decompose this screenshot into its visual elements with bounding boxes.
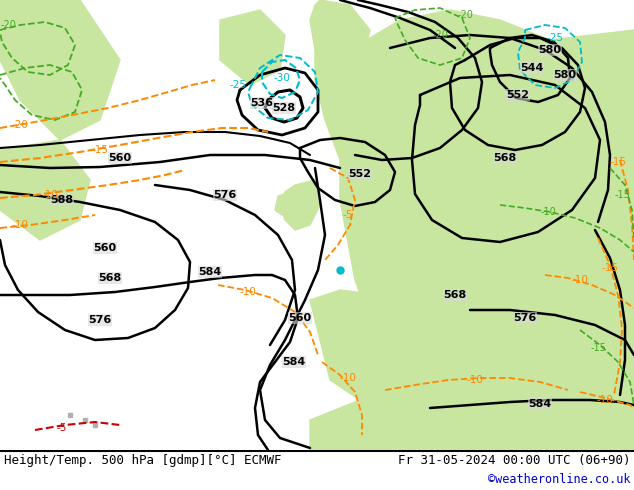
- Text: -10: -10: [540, 207, 556, 217]
- Polygon shape: [0, 450, 634, 490]
- Text: 576: 576: [214, 190, 236, 200]
- Text: -30: -30: [273, 73, 290, 83]
- Text: 584: 584: [198, 267, 222, 277]
- Text: 584: 584: [282, 357, 306, 367]
- Polygon shape: [280, 180, 320, 230]
- Text: -20: -20: [457, 10, 473, 20]
- Text: ©weatheronline.co.uk: ©weatheronline.co.uk: [488, 473, 630, 486]
- Text: -15: -15: [614, 190, 630, 200]
- Polygon shape: [310, 290, 634, 450]
- Text: 536: 536: [250, 98, 273, 108]
- Text: -25: -25: [547, 33, 564, 43]
- Text: 568: 568: [493, 153, 517, 163]
- Text: Height/Temp. 500 hPa [gdmp][°C] ECMWF: Height/Temp. 500 hPa [gdmp][°C] ECMWF: [4, 454, 281, 467]
- Text: -10: -10: [467, 375, 484, 385]
- Text: -10: -10: [597, 395, 614, 405]
- Text: 552: 552: [349, 169, 372, 179]
- Polygon shape: [315, 30, 385, 170]
- Text: 580: 580: [538, 45, 562, 55]
- Text: 584: 584: [528, 399, 552, 409]
- Text: Fr 31-05-2024 00:00 UTC (06+90): Fr 31-05-2024 00:00 UTC (06+90): [398, 454, 630, 467]
- Polygon shape: [340, 10, 634, 450]
- Text: -5: -5: [343, 210, 353, 220]
- Text: -5: -5: [57, 423, 67, 433]
- Text: 528: 528: [273, 103, 295, 113]
- Text: 580: 580: [553, 70, 576, 80]
- Text: -15: -15: [609, 157, 626, 167]
- Text: -10: -10: [340, 373, 356, 383]
- Text: 552: 552: [507, 90, 529, 100]
- Text: -10: -10: [11, 220, 29, 230]
- Text: 560: 560: [93, 243, 117, 253]
- Text: 560: 560: [288, 313, 311, 323]
- Polygon shape: [0, 0, 120, 140]
- Polygon shape: [220, 10, 285, 85]
- Polygon shape: [0, 140, 90, 240]
- Text: -15: -15: [590, 343, 606, 353]
- Text: -15: -15: [91, 145, 108, 155]
- Text: 576: 576: [88, 315, 112, 325]
- Text: 588: 588: [51, 195, 74, 205]
- Text: 576: 576: [514, 313, 536, 323]
- Text: 568: 568: [98, 273, 122, 283]
- Polygon shape: [310, 0, 370, 100]
- Text: -20: -20: [432, 30, 448, 40]
- Text: -10: -10: [240, 287, 256, 297]
- Text: -10: -10: [572, 275, 588, 285]
- Text: -10: -10: [42, 190, 58, 200]
- Text: 560: 560: [108, 153, 132, 163]
- Text: 544: 544: [521, 63, 544, 73]
- Polygon shape: [275, 192, 292, 215]
- Text: -15: -15: [602, 263, 619, 273]
- Text: -25: -25: [230, 80, 247, 90]
- Polygon shape: [310, 395, 634, 450]
- Text: 568: 568: [443, 290, 467, 300]
- Text: -20: -20: [0, 20, 16, 30]
- Text: -20: -20: [11, 120, 29, 130]
